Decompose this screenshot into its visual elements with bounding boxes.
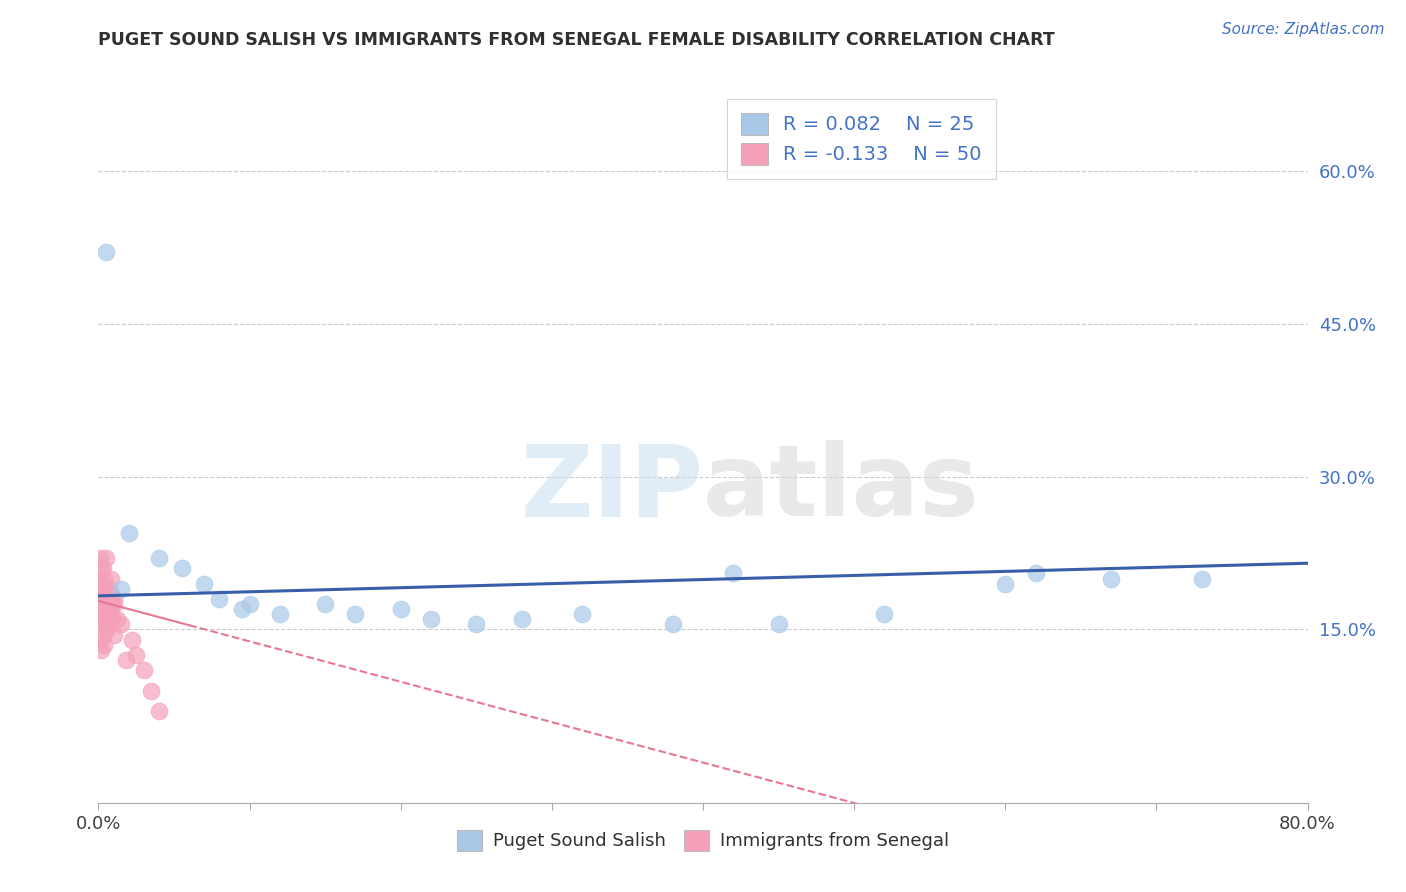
Point xyxy=(89,572,111,586)
Point xyxy=(873,607,896,622)
Point xyxy=(1191,572,1213,586)
Text: Source: ZipAtlas.com: Source: ZipAtlas.com xyxy=(1222,22,1385,37)
Point xyxy=(208,591,231,606)
Point xyxy=(103,627,125,641)
Point xyxy=(723,566,745,581)
Point xyxy=(93,591,115,606)
Point xyxy=(110,617,132,632)
Point xyxy=(91,627,114,641)
Point xyxy=(1099,572,1122,586)
Point xyxy=(193,576,215,591)
Point xyxy=(94,617,117,632)
Point xyxy=(103,597,125,611)
Point xyxy=(93,597,115,611)
Text: PUGET SOUND SALISH VS IMMIGRANTS FROM SENEGAL FEMALE DISABILITY CORRELATION CHAR: PUGET SOUND SALISH VS IMMIGRANTS FROM SE… xyxy=(98,31,1054,49)
Point xyxy=(89,551,111,566)
Point xyxy=(90,582,112,596)
Point xyxy=(231,602,253,616)
Point xyxy=(90,587,112,601)
Point xyxy=(98,582,121,596)
Point xyxy=(103,591,125,606)
Text: atlas: atlas xyxy=(703,441,980,537)
Point xyxy=(141,683,163,698)
Point xyxy=(91,561,114,575)
Point xyxy=(90,561,112,575)
Point xyxy=(420,612,443,626)
Point xyxy=(96,617,118,632)
Point xyxy=(100,587,122,601)
Point xyxy=(148,551,170,566)
Point xyxy=(110,582,132,596)
Point xyxy=(94,245,117,260)
Point xyxy=(100,572,122,586)
Point xyxy=(465,617,488,632)
Point xyxy=(994,576,1017,591)
Text: ZIP: ZIP xyxy=(520,441,703,537)
Point xyxy=(100,607,122,622)
Point xyxy=(89,607,111,622)
Legend: Puget Sound Salish, Immigrants from Senegal: Puget Sound Salish, Immigrants from Sene… xyxy=(450,822,956,858)
Point xyxy=(98,607,121,622)
Point xyxy=(170,561,193,575)
Point xyxy=(96,602,118,616)
Point xyxy=(121,632,143,647)
Point xyxy=(90,587,112,601)
Point xyxy=(768,617,790,632)
Point xyxy=(101,612,124,626)
Point xyxy=(510,612,533,626)
Point xyxy=(1024,566,1046,581)
Point xyxy=(661,617,683,632)
Point xyxy=(98,602,121,616)
Point xyxy=(101,597,124,611)
Point xyxy=(89,597,111,611)
Point xyxy=(93,617,115,632)
Point xyxy=(94,597,117,611)
Point xyxy=(89,632,111,647)
Point xyxy=(96,623,118,637)
Point xyxy=(96,602,118,616)
Point xyxy=(125,648,148,662)
Point xyxy=(91,612,114,626)
Point xyxy=(269,607,291,622)
Point xyxy=(314,597,336,611)
Point xyxy=(101,612,124,626)
Point xyxy=(98,617,121,632)
Point xyxy=(239,597,262,611)
Point xyxy=(114,653,136,667)
Point xyxy=(571,607,593,622)
Point xyxy=(94,607,117,622)
Point xyxy=(105,612,128,626)
Point xyxy=(94,591,117,606)
Point xyxy=(93,638,115,652)
Point xyxy=(132,663,155,677)
Point xyxy=(344,607,367,622)
Point xyxy=(118,525,141,540)
Point xyxy=(91,576,114,591)
Point xyxy=(91,582,114,596)
Point xyxy=(148,704,170,718)
Point xyxy=(389,602,412,616)
Point xyxy=(94,551,117,566)
Point xyxy=(90,643,112,657)
Point xyxy=(93,572,115,586)
